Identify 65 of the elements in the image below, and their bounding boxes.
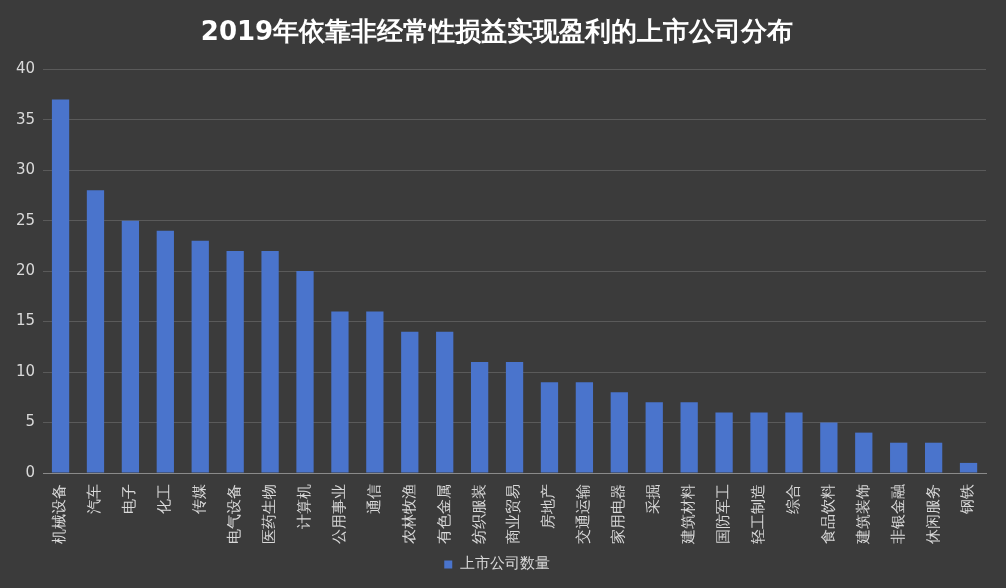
x-tick-label: 公用事业 [329,484,348,544]
bar [86,190,105,473]
y-tick-label: 25 [15,210,36,229]
bar [436,331,454,473]
x-tick-label: 汽车 [85,484,104,514]
bar [156,230,174,473]
bar [121,220,140,473]
bar [296,271,314,473]
legend-label: 上市公司数量 [459,554,550,573]
x-tick-label: 传媒 [190,484,209,514]
bar [366,311,384,473]
x-tick-label: 医药生物 [259,484,278,544]
bar [715,412,733,473]
bar [261,250,279,473]
x-tick-label: 食品饮料 [818,484,837,544]
x-tick-label: 建筑材料 [679,484,698,545]
bar [820,422,838,473]
bar [750,412,768,473]
chart-title: 2019年依靠非经常性损益实现盈利的上市公司分布 [200,16,794,47]
bar [785,412,803,473]
bar [924,442,943,473]
y-tick-label: 40 [15,59,36,78]
x-tick-label: 有色金属 [434,484,453,544]
y-tick-label: 35 [15,109,36,128]
bar [51,99,70,473]
x-tick-label: 电气设备 [225,484,244,544]
bar [855,432,873,473]
bar [680,402,698,473]
x-tick-label: 机械设备 [50,484,69,544]
x-tick-label: 休闲服务 [923,484,942,544]
x-tick-label: 农林牧渔 [399,484,418,544]
y-tick-label: 15 [15,311,36,330]
x-tick-label: 房地产 [539,484,558,529]
bar [191,240,209,473]
bar [959,462,978,473]
bar [505,361,524,473]
bar [645,402,663,473]
bar [540,382,559,473]
bar [401,331,419,473]
x-tick-label: 化工 [155,484,174,514]
x-tick-label: 纺织服装 [469,484,488,544]
bar [226,250,244,473]
y-tick-label: 5 [25,412,36,431]
x-tick-label: 国防军工 [713,484,732,544]
y-tick-label: 20 [15,260,36,279]
y-tick-label: 0 [25,462,36,481]
bar [470,361,489,473]
x-tick-label: 电子 [120,484,139,514]
x-tick-label: 计算机 [294,484,313,529]
x-tick-label: 钢铁 [958,484,977,515]
x-tick-label: 非银金融 [888,484,907,544]
y-tick-label: 10 [15,361,36,380]
bar [331,311,349,473]
bar [890,442,908,473]
bar [575,382,594,473]
x-tick-label: 通信 [364,484,383,514]
x-tick-label: 交通运输 [574,484,593,544]
x-tick-label: 综合 [783,484,802,514]
x-tick-label: 采掘 [644,484,663,514]
x-tick-label: 建筑装饰 [853,484,872,545]
bar [610,392,628,473]
x-tick-label: 家用电器 [609,484,628,544]
x-tick-label: 商业贸易 [504,484,523,544]
y-tick-label: 30 [15,160,36,179]
x-tick-label: 轻工制造 [748,484,767,544]
